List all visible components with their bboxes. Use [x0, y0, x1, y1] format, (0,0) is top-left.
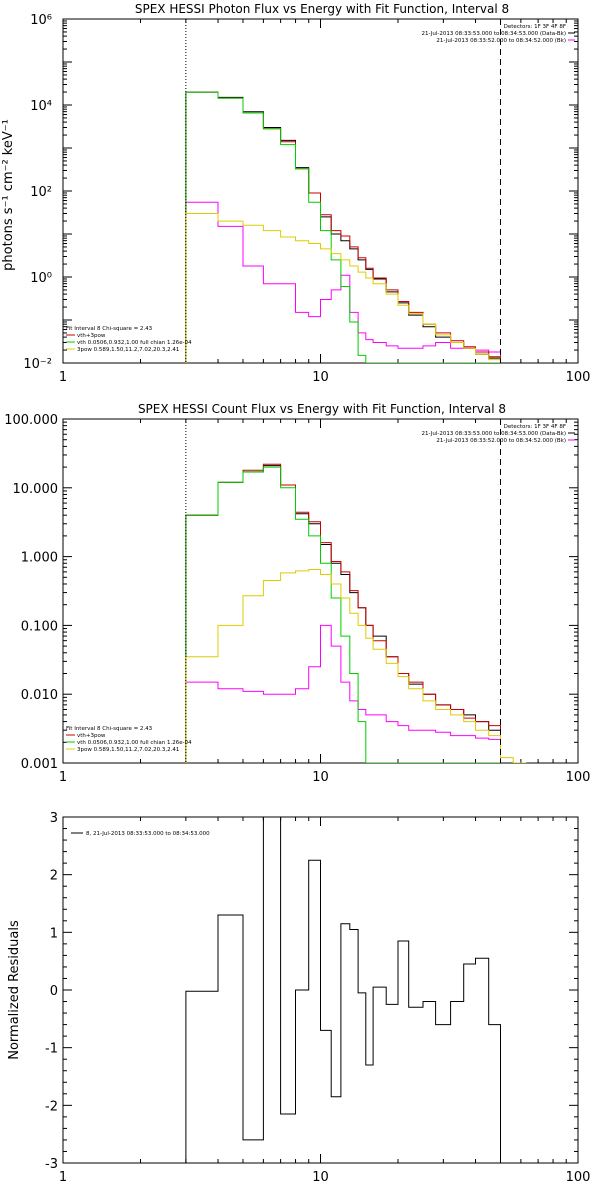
y-tick-label: 2	[50, 869, 58, 884]
info-right-line: Detectors: 1F 3F 4F 8F	[504, 24, 566, 30]
info-right-line: 21-Jul-2013 08:33:53.000 to 08:34:53.000…	[422, 31, 567, 37]
y-tick-label: 10⁻²	[23, 357, 52, 372]
series-group	[185, 463, 527, 763]
series-group	[185, 91, 501, 363]
info-left-line: vth 0.0506,0.932,1.00 full chian 1.26e-0…	[77, 740, 192, 746]
info-left-line: 3pow 0.589,1.50,11.2,7.02,20.3,2.41	[77, 347, 179, 353]
series-data-bk	[185, 465, 501, 763]
y-tick-label: -2	[45, 1099, 58, 1114]
x-tick-label: 1	[59, 1170, 67, 1185]
series-group	[185, 817, 501, 1163]
y-tick-label: 1	[50, 926, 58, 941]
photon-flux-panel: SPEX HESSI Photon Flux vs Energy with Fi…	[1, 2, 590, 385]
x-tick-label: 100	[566, 770, 591, 785]
x-tick-label: 1	[59, 370, 67, 385]
count-flux-title: SPEX HESSI Count Flux vs Energy with Fit…	[138, 402, 506, 416]
info-left-line: 3pow 0.589,1.50,11.2,7.02,20.3,2.41	[77, 747, 179, 753]
photon-flux-title: SPEX HESSI Photon Flux vs Energy with Fi…	[135, 2, 509, 16]
count-flux-panel: SPEX HESSI Count Flux vs Energy with Fit…	[4, 402, 590, 785]
y-tick-label: 3	[50, 811, 58, 826]
info-left-line: vth+3pow	[77, 333, 106, 339]
y-tick-label: -1	[45, 1042, 58, 1057]
info-right-line: 21-Jul-2013 08:33:52.000 to 08:34:52.000…	[436, 38, 566, 44]
series-3pow	[185, 569, 527, 763]
series-vth	[185, 91, 501, 363]
x-tick-label: 10	[312, 770, 329, 785]
y-tick-label: 10⁰	[30, 271, 52, 286]
y-tick-label: 0.001	[21, 757, 58, 772]
info-left-line: Fit Interval 8 Chi-square = 2.43	[66, 326, 153, 332]
series-vth-3pow	[185, 91, 501, 363]
series-3pow	[185, 213, 501, 363]
info-left-line: Fit Interval 8 Chi-square = 2.43	[66, 726, 153, 732]
y-tick-label: 10⁴	[30, 99, 52, 114]
y-tick-label: -3	[45, 1157, 58, 1172]
info-right-line: 21-Jul-2013 08:33:52.000 to 08:34:52.000…	[436, 438, 566, 444]
y-tick-label: 1.000	[21, 551, 58, 566]
x-tick-label: 100	[566, 1170, 591, 1185]
x-tick-label: 10	[312, 370, 329, 385]
info-right-line: 21-Jul-2013 08:33:53.000 to 08:34:53.000…	[422, 431, 567, 437]
photon-flux-ylabel: photons s⁻¹ cm⁻² keV⁻¹	[1, 119, 16, 271]
residuals-ylabel: Normalized Residuals	[7, 920, 22, 1060]
x-tick-label: 100	[566, 370, 591, 385]
residuals-panel: Normalized Residuals 1 10 100 -3 -2 -1 0 1 2 3 8, …	[7, 811, 590, 1185]
info-right-line: Detectors: 1F 3F 4F 8F	[504, 424, 566, 430]
series-residual	[185, 817, 501, 1163]
legend-label: 8, 21-Jul-2013 08:33:53.000 to 08:34:53.…	[86, 831, 210, 837]
y-tick-label: 0.100	[21, 619, 58, 634]
series-vth	[185, 466, 501, 763]
series-bk	[185, 201, 501, 363]
y-tick-label: 0	[50, 984, 58, 999]
series-vth-3pow	[185, 463, 501, 763]
y-tick-label: 10²	[30, 185, 52, 200]
series-data-bk	[185, 91, 501, 363]
y-tick-label: 10.000	[13, 482, 59, 497]
info-left-line: vth+3pow	[77, 733, 106, 739]
y-tick-label: 0.010	[21, 688, 58, 703]
x-tick-label: 1	[59, 770, 67, 785]
x-tick-label: 10	[312, 1170, 329, 1185]
series-bk	[185, 624, 501, 763]
y-tick-label: 10⁶	[30, 13, 52, 28]
info-left-line: vth 0.0506,0.932,1.00 full chian 1.26e-0…	[77, 340, 192, 346]
y-tick-label: 100.000	[4, 413, 58, 428]
